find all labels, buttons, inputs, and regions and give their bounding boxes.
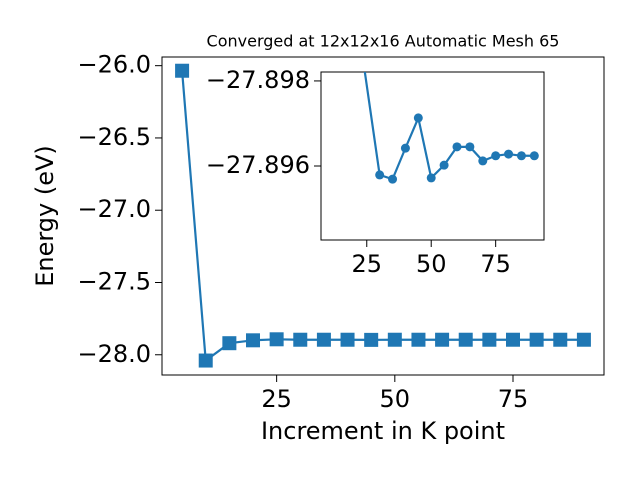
data-point [482, 333, 496, 347]
x-tick-label: 25 [261, 385, 292, 413]
data-point [530, 333, 544, 347]
data-point [478, 156, 487, 165]
data-point [459, 333, 473, 347]
data-point [341, 333, 355, 347]
y-tick-label: −28.0 [77, 340, 151, 368]
y-tick-label: −27.898 [206, 66, 310, 94]
data-point [246, 333, 260, 347]
data-point [452, 142, 461, 151]
x-tick-label: 75 [498, 385, 529, 413]
chart-title: Converged at 12x12x16 Automatic Mesh 65 [207, 32, 560, 51]
y-tick-label: −27.896 [206, 151, 310, 179]
data-point [293, 333, 307, 347]
x-tick-label: 50 [380, 385, 411, 413]
data-point [440, 161, 449, 170]
y-tick-label: −27.5 [77, 267, 151, 295]
x-tick-label: 25 [351, 250, 382, 278]
data-point [435, 333, 449, 347]
y-tick-label: −26.0 [77, 51, 151, 79]
data-point [577, 333, 591, 347]
data-point [504, 150, 513, 159]
data-point [506, 333, 520, 347]
data-point [465, 142, 474, 151]
data-point [364, 333, 378, 347]
data-point [317, 333, 331, 347]
x-axis-label: Increment in K point [261, 417, 505, 445]
data-point [553, 333, 567, 347]
data-point [427, 173, 436, 182]
data-point [517, 151, 526, 160]
data-point [175, 64, 189, 78]
data-point [222, 336, 236, 350]
data-point [414, 113, 423, 122]
data-point [530, 151, 539, 160]
data-point [411, 333, 425, 347]
data-point [388, 333, 402, 347]
data-point [401, 144, 410, 153]
data-point [388, 175, 397, 184]
data-point [491, 151, 500, 160]
data-point [270, 332, 284, 346]
data-point [375, 170, 384, 179]
data-point [199, 354, 213, 368]
x-tick-label: 50 [416, 250, 447, 278]
y-axis-label: Energy (eV) [31, 145, 59, 287]
y-tick-label: −27.0 [77, 195, 151, 223]
x-tick-label: 75 [480, 250, 511, 278]
y-tick-label: −26.5 [77, 123, 151, 151]
